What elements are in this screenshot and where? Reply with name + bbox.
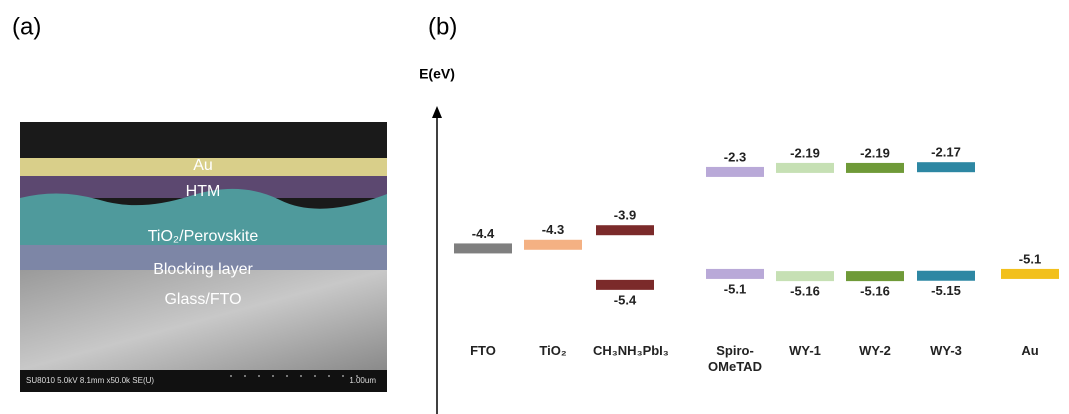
category-label: WY-3	[914, 343, 978, 359]
sem-image: Au HTM TiO₂/Perovskite Blocking layer Gl…	[20, 122, 387, 392]
energy-level	[596, 225, 654, 235]
energy-level	[524, 240, 582, 250]
level-label: -4.4	[472, 226, 495, 241]
energy-level	[706, 167, 764, 177]
level-label: -2.3	[724, 149, 746, 164]
sem-scale: 1.00um	[349, 376, 376, 385]
level-label: -2.17	[931, 145, 961, 160]
category-label: FTO	[451, 343, 515, 359]
level-label: -5.4	[614, 292, 637, 307]
layer-label: TiO₂/Perovskite	[148, 228, 259, 245]
energy-level	[776, 271, 834, 281]
panel-label: (a)	[12, 13, 41, 40]
level-label: -5.16	[860, 284, 890, 299]
layer-label: Blocking layer	[153, 261, 253, 278]
energy-level	[1001, 269, 1059, 279]
category-label: CH₃NH₃PbI₃	[593, 343, 657, 359]
level-label: -5.1	[724, 281, 746, 296]
layer-label: HTM	[186, 183, 221, 200]
category-label: Au	[998, 343, 1062, 359]
level-label: -5.1	[1019, 251, 1041, 266]
layer-label: Glass/FTO	[164, 291, 241, 308]
energy-level	[846, 163, 904, 173]
level-label: -2.19	[790, 145, 820, 160]
level-label: -5.16	[790, 284, 820, 299]
level-label: -2.19	[860, 145, 890, 160]
energy-level	[596, 280, 654, 290]
category-label: Spiro-OMeTAD	[703, 343, 767, 375]
category-label: TiO₂	[521, 343, 585, 359]
level-label: -5.15	[931, 283, 961, 298]
energy-level	[846, 271, 904, 281]
level-label: -3.9	[614, 208, 636, 223]
y-axis-label: E(eV)	[419, 66, 455, 82]
y-axis-arrow	[432, 106, 442, 118]
energy-level	[917, 162, 975, 172]
level-label: -4.3	[542, 222, 564, 237]
figure: (a) Au HTM TiO₂/Perovskite Blocking laye…	[0, 0, 1069, 414]
panel-label: (b)	[428, 13, 457, 40]
category-label: WY-2	[843, 343, 907, 359]
category-label: WY-1	[773, 343, 837, 359]
sem-info: SU8010 5.0kV 8.1mm x50.0k SE(U)	[26, 376, 154, 385]
energy-level	[917, 271, 975, 281]
energy-level	[706, 269, 764, 279]
energy-level	[454, 243, 512, 253]
energy-level	[776, 163, 834, 173]
layer-label: Au	[193, 157, 213, 174]
